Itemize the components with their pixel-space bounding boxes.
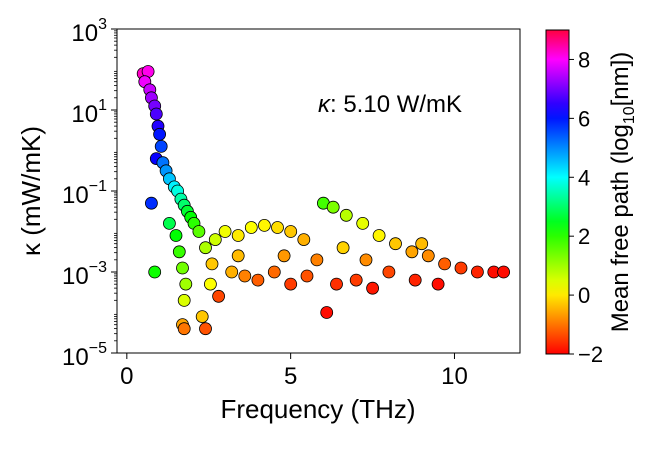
data-point [297,233,311,247]
data-point [257,218,271,232]
data-point [208,233,222,247]
y-axis-ticks: 103 101 10−1 10−3 10−5 [62,16,117,371]
data-point [148,265,162,279]
data-point [339,208,353,222]
colorbar-label-main: Mean free path (log [607,124,634,332]
data-point [231,249,245,263]
data-point [169,229,183,242]
data-point [454,261,468,275]
data-point [179,277,193,291]
colorbar-tick-label: 8 [578,47,590,72]
kappa-annotation: κ: 5.10 W/mK [318,91,462,118]
data-point [408,273,422,287]
data-point [149,107,163,121]
data-point [497,265,511,279]
data-point [320,306,334,319]
data-point [203,277,217,291]
data-point [177,293,191,307]
y-tick-label: 101 [71,97,107,128]
data-point [154,139,168,153]
data-point [231,229,245,242]
data-point [310,253,324,267]
data-point [405,245,419,259]
data-point [356,216,370,230]
colorbar [545,29,570,355]
data-point [162,216,176,230]
data-point [284,225,298,238]
data-point [218,225,232,238]
y-axis-label: κ (mW/mK) [16,126,46,256]
data-point [438,257,452,271]
data-point [359,253,373,267]
data-point [267,265,281,279]
x-tick-label: 5 [284,363,297,390]
data-point [372,229,386,242]
data-point [244,221,258,234]
x-tick-label: 0 [120,363,133,390]
x-axis-ticks: 0 5 10 [120,353,468,390]
colorbar-label-subscript: 10 [621,106,638,124]
y-tick-label: 10−3 [62,259,107,290]
data-point [205,257,219,271]
data-point [199,322,212,336]
data-point [172,245,186,259]
data-point [382,265,396,279]
colorbar-label: Mean free path (log10[nm]) [607,52,638,333]
data-point [421,249,435,263]
data-point [176,261,189,275]
data-point [192,225,206,238]
colorbar-tick-label: 4 [578,165,590,190]
data-point [389,237,402,251]
colorbar-label-end: [nm]) [607,52,634,107]
data-point [415,237,429,251]
data-point [284,277,298,291]
data-point [271,221,284,234]
data-point [277,249,291,263]
colorbar-tick-label: 0 [578,283,590,308]
data-point [212,289,226,303]
x-axis-label: Frequency (THz) [220,394,415,424]
data-point [366,281,380,295]
colorbar-ticks: −2 0 2 4 6 8 [569,47,603,367]
data-point [199,241,212,255]
data-point [225,265,239,279]
data-point [336,241,350,255]
data-points-layer [136,65,511,336]
data-point [195,310,209,324]
data-point [470,265,484,279]
data-point [144,196,158,210]
colorbar-tick-label: 2 [578,224,590,249]
y-tick-label: 10−1 [62,178,107,209]
data-point [330,277,343,291]
data-point [349,273,363,287]
kappa-value: : 5.10 W/mK [330,91,462,118]
data-point [251,273,265,287]
data-point [153,127,167,141]
colorbar-tick-label: 6 [578,106,590,131]
kappa-symbol: κ [318,91,332,118]
x-tick-label: 10 [441,363,468,390]
data-point [326,200,340,214]
data-point [177,322,191,336]
data-point [431,277,445,291]
data-point [300,269,314,283]
data-point [238,269,252,283]
y-tick-label: 103 [71,16,107,47]
y-tick-label: 10−5 [62,340,107,371]
colorbar-tick-label: −2 [578,342,603,367]
